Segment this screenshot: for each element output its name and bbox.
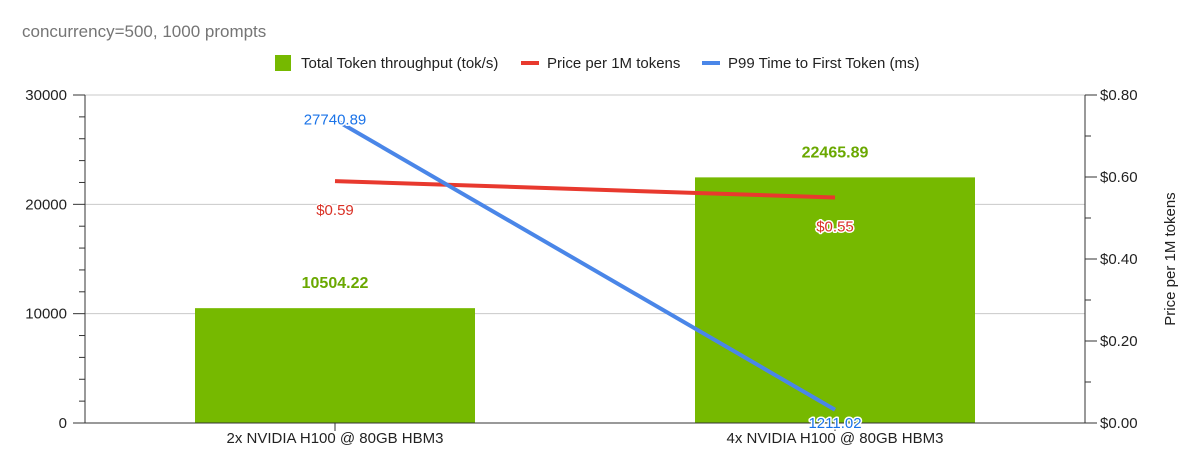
bar [195, 308, 475, 423]
line-data-label-halo: $0.59 [316, 202, 354, 219]
legend-label: Price per 1M tokens [547, 55, 680, 72]
line-data-label: 27740.89 [304, 112, 367, 129]
chart-subtitle: concurrency=500, 1000 prompts [22, 22, 267, 41]
x-axis-tick-label: 4x NVIDIA H100 @ 80GB HBM3 [727, 430, 944, 447]
y-axis-right-tick-label: $0.80 [1100, 87, 1138, 104]
y-axis-left-tick-label: 20000 [25, 196, 67, 213]
y-axis-left-tick-label: 10000 [25, 306, 67, 323]
y-axis-right-tick-label: $0.20 [1100, 333, 1138, 350]
line-data-label-halo: 1211.02 [808, 415, 861, 432]
y-axis-left-tick-label: 30000 [25, 87, 67, 104]
bar-data-label: 10504.22 [302, 275, 369, 292]
legend-label: P99 Time to First Token (ms) [728, 55, 919, 72]
y-axis-right-title: Price per 1M tokens [1162, 192, 1179, 325]
bar-data-label: 22465.89 [802, 144, 869, 161]
bar [695, 177, 975, 423]
line-data-label: $0.55 [816, 219, 854, 236]
line-data-label: $0.59 [316, 202, 354, 219]
line-data-label-halo: 27740.89 [304, 112, 367, 129]
y-axis-right-tick-label: $0.40 [1100, 251, 1138, 268]
y-axis-right-tick-label: $0.00 [1100, 415, 1138, 432]
x-axis-tick-label: 2x NVIDIA H100 @ 80GB HBM3 [227, 430, 444, 447]
y-axis-right-tick-label: $0.60 [1100, 169, 1138, 186]
line-data-label-halo: $0.55 [816, 219, 854, 236]
series-line [334, 179, 836, 200]
y-axis-left-tick-label: 0 [59, 415, 67, 432]
legend-swatch [275, 55, 291, 71]
legend-label: Total Token throughput (tok/s) [301, 55, 498, 72]
series-line [333, 117, 837, 412]
line-data-label: 1211.02 [808, 415, 861, 432]
